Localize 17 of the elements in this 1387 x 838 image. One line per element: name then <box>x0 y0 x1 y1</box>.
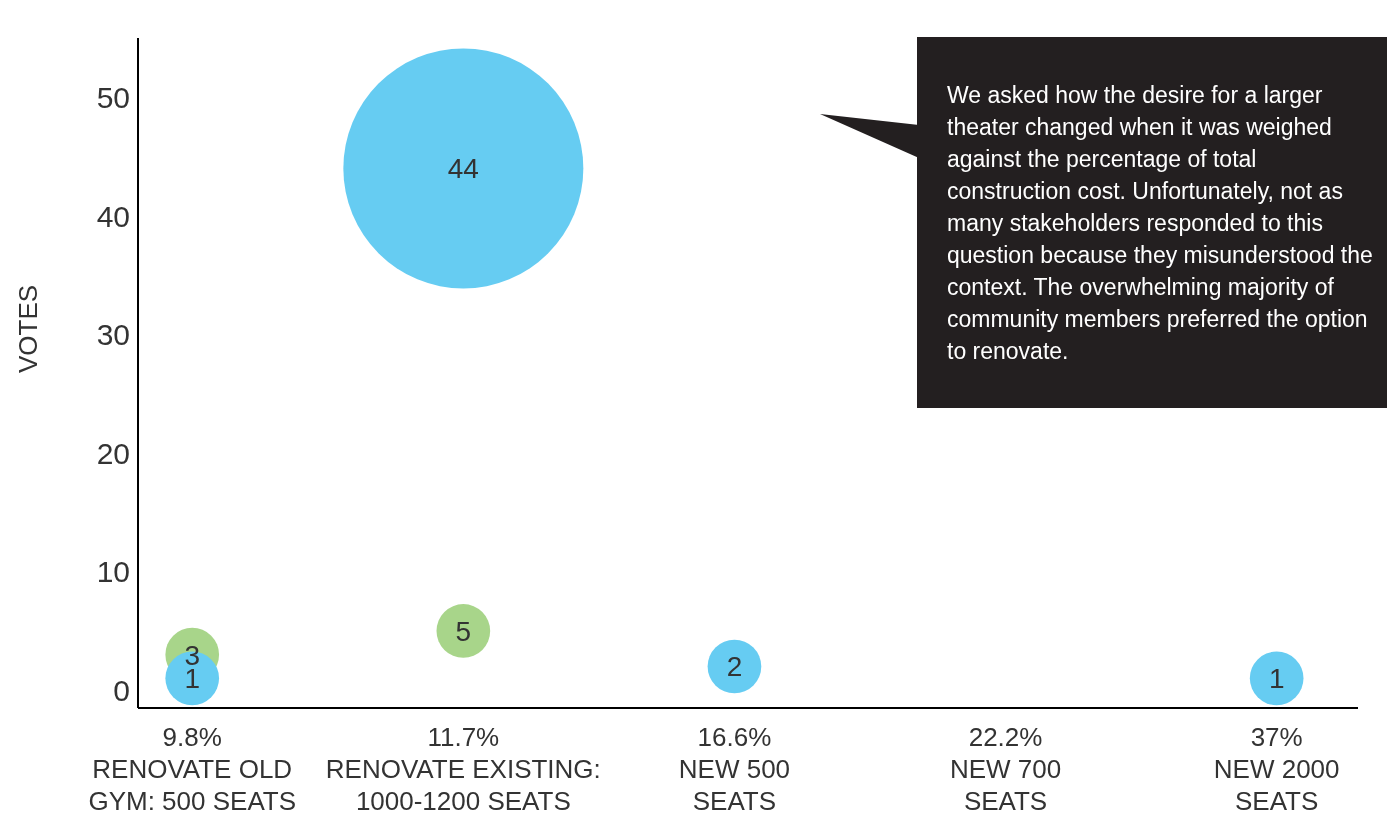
x-tick-label: 11.7% RENOVATE EXISTING: 1000-1200 SEATS <box>325 722 601 816</box>
data-label: 1 <box>1268 663 1285 695</box>
x-tick-label: 37% NEW 2000 SEATS <box>1213 722 1340 816</box>
y-tick-label: 20 <box>96 436 130 470</box>
y-tick-label: 30 <box>96 318 130 352</box>
x-tick-label: 16.6% NEW 500 SEATS <box>678 722 791 816</box>
x-tick-label: 9.8% RENOVATE OLD GYM: 500 SEATS <box>88 722 297 816</box>
x-tick-label: 22.2% NEW 700 SEATS <box>949 722 1062 816</box>
data-label: 44 <box>447 153 479 185</box>
data-label: 5 <box>455 615 472 647</box>
callout-box: We asked how the desire for a larger theater changed when it was weighed against the percentage of total construction cost. Unfortunately, not as many stakeholders responded to this question because they misunderstood the context. The overwhelming majority of community members preferred the option to renovate. <box>917 37 1387 408</box>
y-tick-label: 50 <box>96 80 130 114</box>
y-tick-label: 0 <box>113 673 130 707</box>
y-tick-label: 10 <box>96 555 130 589</box>
y-axis-title: VOTES <box>13 284 44 373</box>
data-label: 2 <box>726 651 743 683</box>
y-tick-label: 40 <box>96 199 130 233</box>
